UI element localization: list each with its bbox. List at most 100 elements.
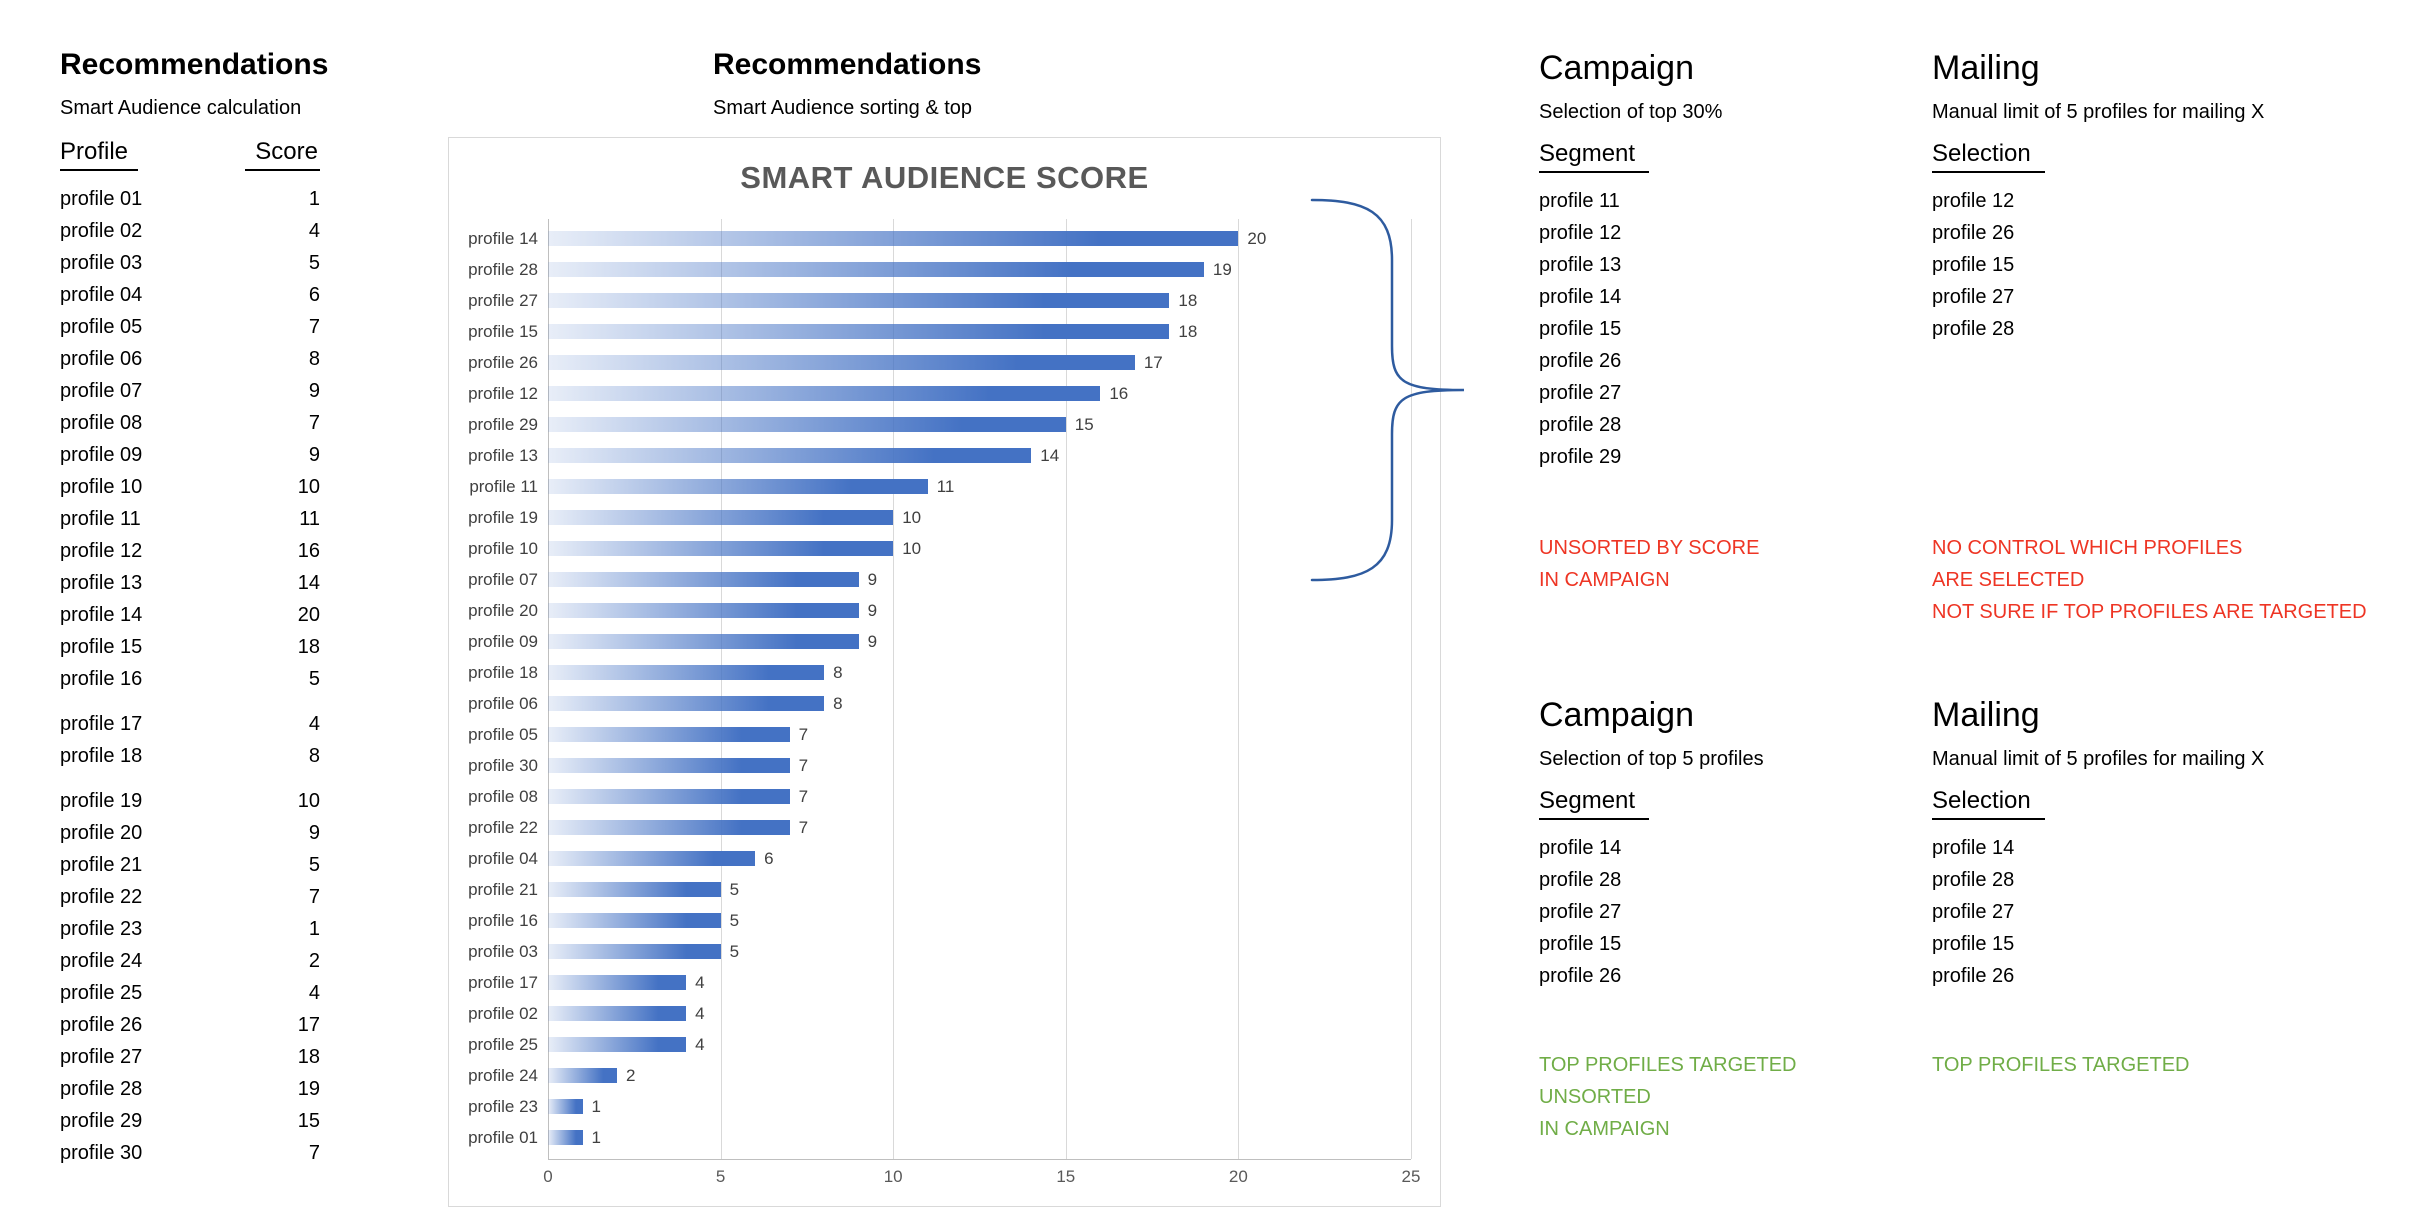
list-item: profile 11	[1539, 190, 1620, 213]
score-cell: 20	[297, 604, 320, 626]
chart-bar-row: profile 30 7	[468, 750, 1411, 781]
category-label: profile 29	[468, 415, 538, 434]
table-row: profile 30 7	[60, 1137, 320, 1169]
table-row: profile 11 11	[60, 503, 320, 535]
segment-list: profile 11 profile 12 profile 13 profile 14…	[1539, 185, 1919, 473]
bar	[548, 789, 790, 804]
category-label: profile 21	[468, 880, 538, 899]
note-line: IN CAMPAIGN	[1539, 1118, 1670, 1140]
bar	[548, 603, 859, 618]
smart-audience-chart: SMART AUDIENCE SCORE profile 14 20 profile…	[448, 137, 1441, 1207]
table-header: Profile Score	[60, 138, 320, 171]
profile-cell: profile 25	[60, 982, 143, 1004]
profile-cell: profile 03	[60, 252, 143, 274]
bar	[548, 1006, 687, 1021]
note-line: UNSORTED	[1539, 1086, 1651, 1108]
profile-cell: profile 04	[60, 284, 143, 306]
list-item: profile 14	[1539, 286, 1622, 309]
chart-plot-area: profile 14 20 profile 28 19 profile 27 18 prof…	[468, 219, 1412, 1160]
chart-bar-row: profile 21 5	[468, 874, 1411, 905]
recommendations-sorting-panel: Recommendations Smart Audience sorting &…	[713, 48, 981, 120]
profile-cell: profile 18	[60, 745, 143, 767]
list-item: profile 26	[1539, 965, 1622, 988]
chart-bar-row: profile 26 17	[468, 347, 1411, 378]
profile-cell: profile 20	[60, 822, 143, 844]
category-label: profile 27	[468, 291, 538, 310]
mailing-top-panel: Mailing Manual limit of 5 profiles for m…	[1932, 49, 2402, 623]
score-cell: 9	[308, 444, 320, 466]
list-item: profile 28	[1932, 869, 2015, 892]
bar	[548, 758, 790, 773]
column-header-wrap: Segment	[1539, 140, 1919, 174]
value-label: 1	[591, 1127, 601, 1147]
score-cell: 18	[297, 1046, 320, 1068]
table-row: profile 15 18	[60, 631, 320, 663]
value-label: 8	[833, 693, 843, 713]
category-label: profile 15	[468, 322, 538, 341]
list-item: profile 15	[1932, 254, 2015, 277]
table-row: profile 08 7	[60, 407, 320, 439]
profile-cell: profile 11	[60, 508, 141, 530]
gridline	[548, 219, 549, 1159]
panel-title: Recommendations	[60, 48, 329, 81]
score-cell: 8	[308, 348, 320, 370]
list-item: profile 26	[1932, 222, 2015, 245]
value-label: 18	[1178, 290, 1198, 310]
panel-subtitle: Manual limit of 5 profiles for mailing X	[1932, 748, 2265, 771]
score-cell: 17	[297, 1014, 320, 1036]
bar	[548, 1099, 583, 1114]
value-label: 16	[1109, 383, 1129, 403]
table-row: profile 26 17	[60, 1009, 320, 1041]
panel-title: Mailing	[1932, 696, 2040, 734]
category-label: profile 22	[468, 818, 538, 837]
x-tick-label: 10	[883, 1167, 903, 1186]
recommendations-calculation-panel: Recommendations Smart Audience calculati…	[60, 48, 329, 1169]
value-label: 7	[798, 755, 809, 775]
category-label: profile 23	[468, 1097, 538, 1116]
gridline	[1065, 219, 1067, 1159]
value-label: 9	[867, 569, 878, 589]
table-row: profile 03 5	[60, 247, 320, 279]
score-cell: 14	[297, 572, 320, 594]
list-item: profile 15	[1932, 933, 2015, 956]
category-label: profile 05	[468, 725, 538, 744]
value-label: 9	[867, 631, 878, 651]
chart-bars: profile 14 20 profile 28 19 profile 27 18 prof…	[468, 219, 1411, 1159]
panel-title: Mailing	[1932, 49, 2040, 87]
profile-cell: profile 28	[60, 1078, 143, 1100]
list-item: profile 27	[1539, 382, 1622, 405]
value-label: 1	[591, 1096, 601, 1116]
category-label: profile 06	[468, 694, 538, 713]
list-item: profile 26	[1539, 350, 1622, 373]
list-item: profile 14	[1539, 837, 1622, 860]
profile-cell: profile 08	[60, 412, 143, 434]
score-cell: 2	[308, 950, 320, 972]
chart-bar-row: profile 06 8	[468, 688, 1411, 719]
chart-bar-row: profile 17 4	[468, 967, 1411, 998]
chart-bar-row: profile 18 8	[468, 657, 1411, 688]
table-row: profile 05 7	[60, 311, 320, 343]
bar	[548, 1130, 583, 1145]
selection-column-header: Selection	[1932, 787, 2045, 821]
value-label: 10	[902, 507, 922, 527]
score-cell: 1	[308, 918, 320, 940]
value-label: 8	[833, 662, 843, 682]
category-label: profile 02	[468, 1004, 538, 1023]
profile-cell: profile 19	[60, 790, 143, 812]
chart-bar-row: profile 24 2	[468, 1060, 1411, 1091]
chart-bar-row: profile 07 9	[468, 564, 1411, 595]
profile-cell: profile 22	[60, 886, 143, 908]
gridline	[1411, 219, 1412, 1159]
note-line: TOP PROFILES TARGETED	[1539, 1054, 1797, 1076]
x-tick-label: 5	[715, 1167, 726, 1186]
category-label: profile 16	[468, 911, 538, 930]
category-label: profile 30	[468, 756, 538, 775]
score-cell: 4	[308, 713, 320, 735]
table-row: profile 12 16	[60, 535, 320, 567]
chart-bar-row: profile 08 7	[468, 781, 1411, 812]
column-header-wrap: Selection	[1932, 787, 2402, 821]
bar	[548, 696, 825, 711]
score-cell: 7	[308, 1142, 320, 1164]
value-label: 7	[798, 786, 809, 806]
category-label: profile 03	[468, 942, 538, 961]
